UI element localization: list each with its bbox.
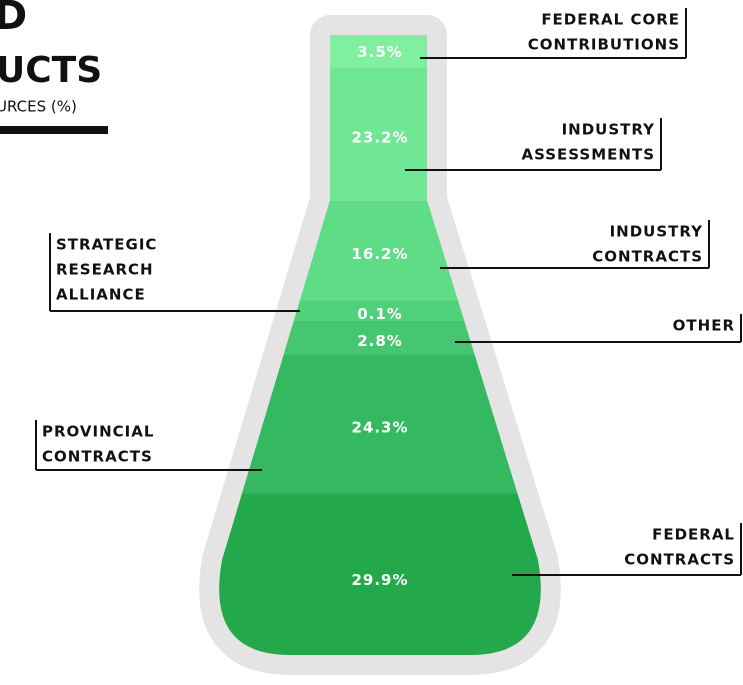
category-label: ALLIANCE <box>56 286 146 304</box>
value-label: 16.2% <box>351 245 408 263</box>
category-label: FEDERAL <box>652 526 735 544</box>
chart: D UCTS URCES (%) 3.5% 23.2% 16.2% 0.1% 2.8% 2… <box>0 0 743 685</box>
value-label: 0.1% <box>357 305 403 323</box>
value-label: 29.9% <box>351 571 408 589</box>
category-label: INDUSTRY <box>610 223 704 241</box>
subtitle: URCES (%) <box>0 98 77 116</box>
category-label: STRATEGIC <box>56 236 157 254</box>
category-label: PROVINCIAL <box>42 423 154 441</box>
category-label: CONTRIBUTIONS <box>528 36 680 54</box>
category-label: CONTRACTS <box>624 551 735 569</box>
category-label: CONTRACTS <box>592 248 703 266</box>
value-label: 24.3% <box>351 418 408 436</box>
category-label: RESEARCH <box>56 261 154 279</box>
title-line: D <box>0 0 27 39</box>
category-label: CONTRACTS <box>42 448 153 466</box>
category-label: INDUSTRY <box>562 121 656 139</box>
value-label: 2.8% <box>357 332 403 350</box>
value-label: 3.5% <box>357 43 403 61</box>
category-label: FEDERAL CORE <box>541 11 680 29</box>
title-line: UCTS <box>0 50 102 91</box>
category-label: ASSESSMENTS <box>522 146 655 164</box>
value-label: 23.2% <box>351 128 408 146</box>
title-rule <box>0 126 108 134</box>
category-label: OTHER <box>673 317 735 335</box>
